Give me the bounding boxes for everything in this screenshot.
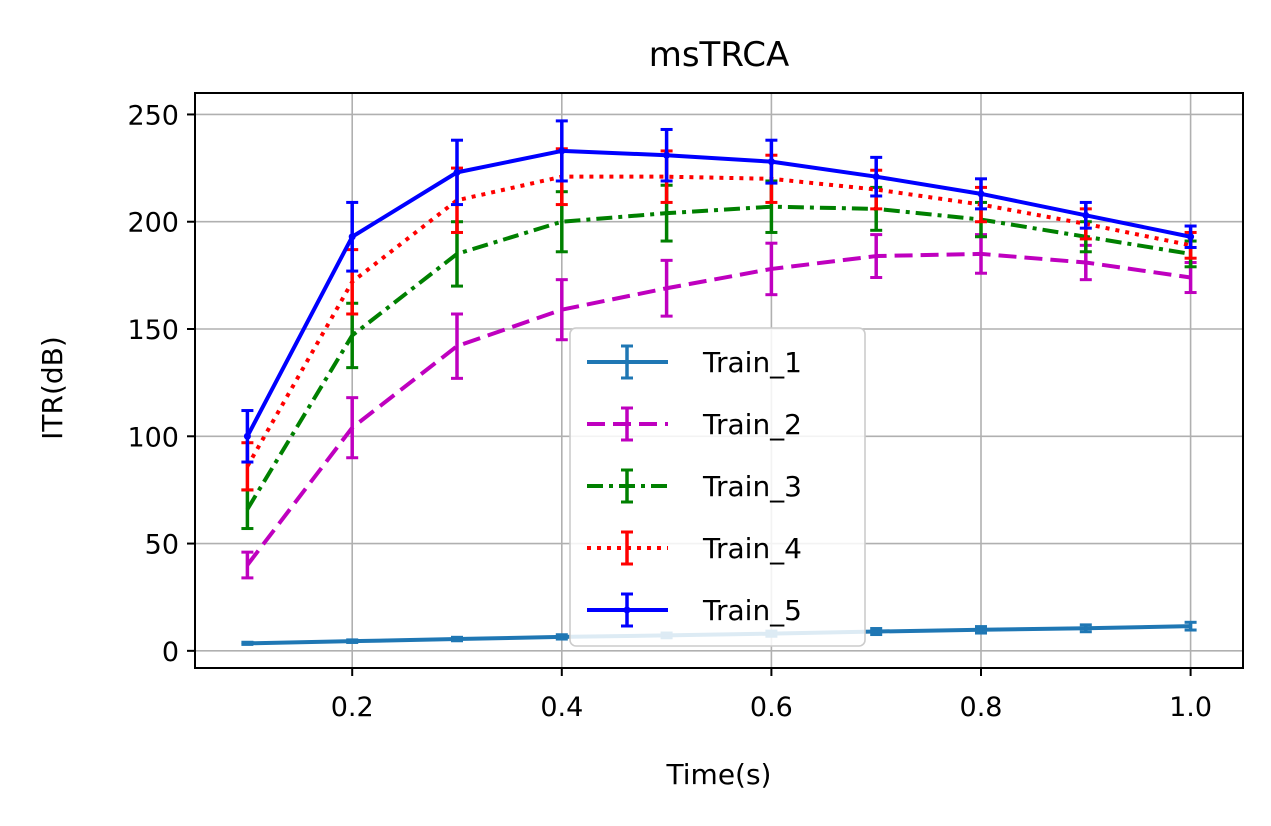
y-tick-label: 0 bbox=[162, 637, 179, 668]
legend: Train_1 Train_2 Train_3 Train_4 Train_5 bbox=[569, 327, 866, 647]
legend-label: Train_1 bbox=[702, 346, 802, 379]
data-point bbox=[767, 158, 775, 166]
x-axis-ticks: 0.2 0.4 0.6 0.8 1.0 bbox=[331, 668, 1212, 723]
legend-label: Train_2 bbox=[702, 408, 802, 441]
x-tick-label: 0.6 bbox=[750, 692, 793, 723]
legend-label: Train_5 bbox=[702, 594, 802, 627]
data-point bbox=[663, 151, 671, 159]
x-tick-label: 0.4 bbox=[540, 692, 583, 723]
x-axis-label: Time(s) bbox=[666, 758, 772, 791]
legend-item-Train_2: Train_2 bbox=[587, 406, 802, 442]
y-tick-label: 100 bbox=[127, 422, 179, 453]
y-tick-label: 50 bbox=[145, 530, 179, 561]
legend-item-Train_4: Train_4 bbox=[587, 530, 802, 566]
data-point bbox=[243, 432, 251, 440]
data-point bbox=[1082, 211, 1090, 219]
data-point bbox=[558, 147, 566, 155]
series-layer bbox=[241, 119, 1197, 646]
legend-box bbox=[569, 327, 866, 647]
plot-frame bbox=[194, 92, 1244, 669]
legend-label: Train_4 bbox=[702, 532, 802, 565]
y-tick-label: 150 bbox=[127, 315, 179, 346]
data-point bbox=[1187, 233, 1195, 241]
x-tick-label: 0.2 bbox=[331, 692, 374, 723]
series-line bbox=[245, 148, 1192, 438]
series-line bbox=[245, 204, 1191, 511]
data-point bbox=[453, 168, 461, 176]
y-tick-label: 250 bbox=[127, 100, 179, 131]
data-point bbox=[872, 173, 880, 181]
data-point bbox=[348, 233, 356, 241]
legend-item-Train_5: Train_5 bbox=[587, 592, 802, 628]
chart-title: msTRCA bbox=[649, 35, 790, 75]
series-line bbox=[245, 251, 1191, 567]
x-tick-label: 0.8 bbox=[960, 692, 1003, 723]
series-Train_5 bbox=[241, 119, 1197, 464]
legend-label: Train_3 bbox=[702, 470, 802, 503]
legend-item-Train_3: Train_3 bbox=[587, 468, 802, 504]
y-tick-label: 200 bbox=[127, 208, 179, 239]
legend-item-Train_1: Train_1 bbox=[587, 344, 802, 380]
legend-marker bbox=[623, 606, 631, 614]
data-point bbox=[977, 190, 985, 198]
y-axis-ticks: 0 50 100 150 200 250 bbox=[127, 100, 195, 668]
y-axis-label: ITR(dB) bbox=[36, 336, 69, 440]
x-tick-label: 1.0 bbox=[1169, 692, 1212, 723]
series-Train_2 bbox=[241, 233, 1197, 580]
